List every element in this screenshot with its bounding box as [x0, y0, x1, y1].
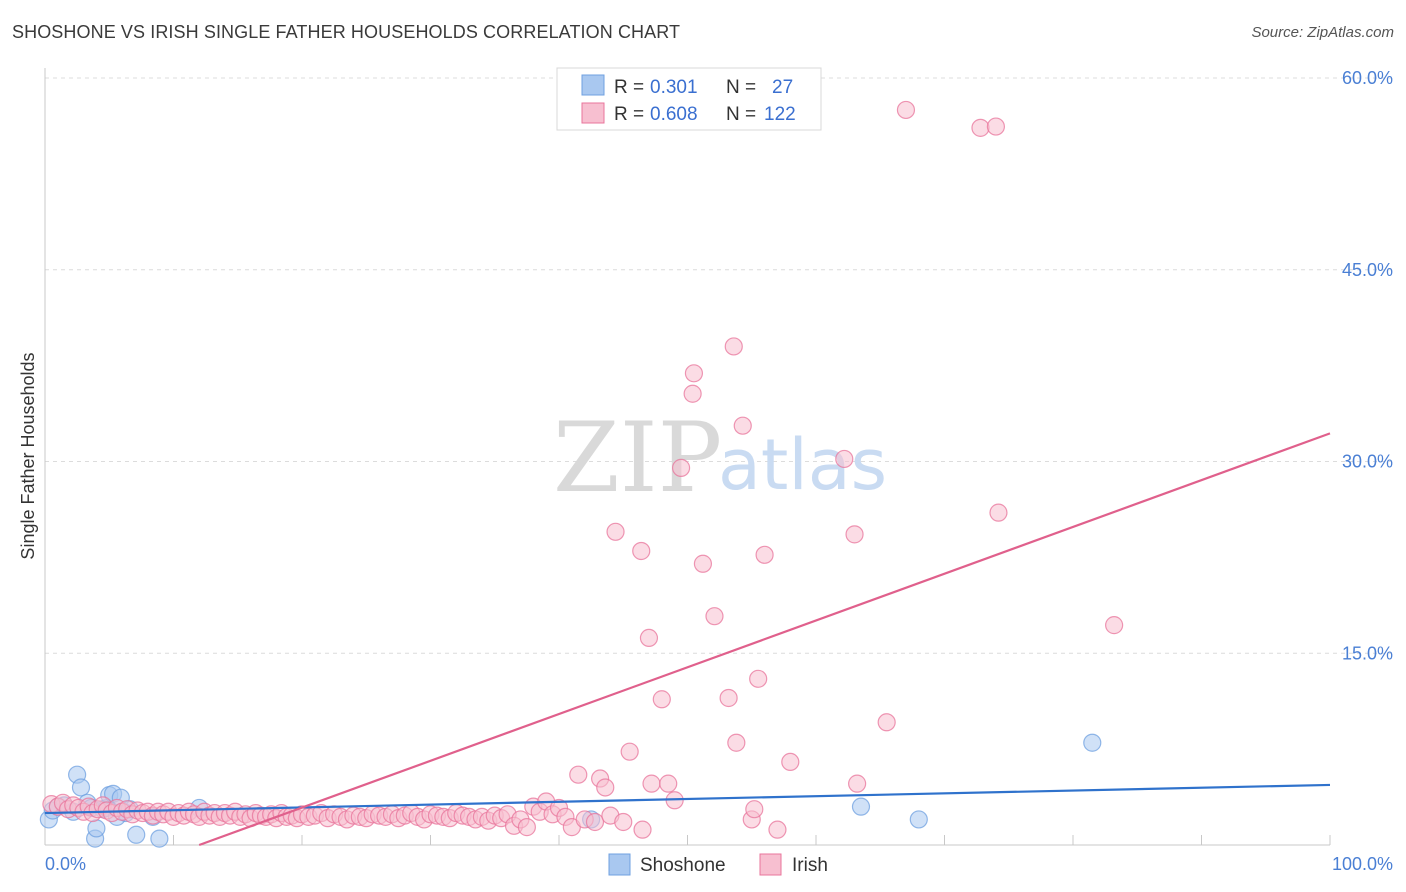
point-shoshone	[1083, 733, 1102, 752]
legend-r-value-2: 0.608	[650, 104, 698, 125]
legend-n-value-2: 122	[764, 104, 796, 125]
point-irish	[642, 774, 661, 793]
point-irish	[652, 690, 671, 709]
y-axis-label: Single Father Households	[18, 352, 38, 559]
watermark-zip: ZIP	[553, 402, 722, 514]
point-irish	[517, 818, 536, 837]
point-irish	[755, 545, 774, 564]
point-irish	[768, 820, 787, 839]
y-tick-label: 60.0%	[1342, 68, 1393, 88]
trend-line-irish	[198, 432, 1331, 847]
point-shoshone	[909, 810, 928, 829]
bottom-legend-irish: Irish	[792, 855, 828, 876]
watermark: ZIP atlas	[553, 402, 887, 514]
point-irish	[848, 774, 867, 793]
trend-line-shoshone	[44, 783, 1331, 815]
point-irish	[683, 384, 702, 403]
point-shoshone	[851, 797, 871, 816]
point-irish	[986, 117, 1006, 136]
y-tick-label: 45.0%	[1342, 260, 1393, 280]
legend-swatch-irish	[581, 102, 605, 124]
legend-n-value-1: 27	[772, 77, 793, 98]
legend-r-label-1: R =	[614, 77, 644, 98]
point-irish	[1105, 616, 1124, 635]
x-tick-label: 0.0%	[45, 854, 86, 874]
point-irish	[659, 774, 678, 793]
legend-n-label-2: N =	[726, 104, 756, 125]
source-label: Source: ZipAtlas.com	[1251, 24, 1394, 41]
legend-r-label-2: R =	[614, 104, 644, 125]
stats-legend: R = 0.301 N = 27 R = 0.608 N = 122	[556, 67, 822, 131]
point-irish	[727, 733, 746, 752]
point-irish	[745, 800, 764, 819]
series-legend: Shoshone Irish	[608, 853, 828, 876]
point-shoshone	[87, 819, 106, 838]
point-irish	[845, 525, 864, 544]
point-irish	[749, 669, 768, 688]
point-irish	[671, 458, 691, 477]
point-shoshone	[127, 825, 146, 844]
point-irish	[835, 449, 854, 469]
y-tick-labels: 15.0% 30.0% 45.0% 60.0%	[1342, 68, 1393, 663]
point-irish	[585, 812, 605, 832]
point-shoshone	[150, 829, 169, 848]
legend-swatch-shoshone	[581, 74, 605, 96]
point-irish	[632, 541, 651, 561]
chart-title: SHOSHONE VS IRISH SINGLE FATHER HOUSEHOL…	[12, 22, 681, 42]
trend-lines	[44, 432, 1331, 847]
bottom-legend-swatch-irish	[759, 853, 782, 876]
legend-r-value-1: 0.301	[650, 77, 698, 98]
point-irish	[971, 118, 990, 137]
data-points	[39, 100, 1124, 848]
point-irish	[639, 628, 659, 648]
watermark-atlas: atlas	[718, 424, 887, 506]
bottom-legend-shoshone: Shoshone	[640, 855, 726, 876]
point-irish	[705, 607, 724, 626]
legend-n-label-1: N =	[726, 77, 756, 98]
y-tick-label: 15.0%	[1342, 643, 1393, 663]
y-tick-label: 30.0%	[1342, 452, 1393, 472]
point-irish	[569, 765, 588, 784]
point-irish	[877, 713, 896, 732]
point-irish	[596, 778, 615, 797]
x-tick-labels: 0.0% 100.0%	[45, 854, 1393, 874]
point-irish	[693, 554, 713, 573]
point-irish	[724, 337, 743, 356]
point-irish	[781, 752, 800, 772]
point-irish	[633, 820, 652, 839]
point-irish	[614, 812, 633, 832]
x-tick-label: 100.0%	[1332, 854, 1393, 874]
point-irish	[606, 522, 625, 541]
point-irish	[719, 688, 738, 708]
point-irish	[684, 364, 704, 383]
point-irish	[620, 742, 639, 761]
point-irish	[733, 416, 752, 435]
point-irish	[989, 503, 1008, 522]
bottom-legend-swatch-shoshone	[608, 853, 631, 876]
gridlines	[45, 77, 1392, 654]
point-shoshone	[71, 778, 91, 797]
point-irish	[896, 100, 916, 120]
x-axis-ticks	[44, 835, 1331, 845]
